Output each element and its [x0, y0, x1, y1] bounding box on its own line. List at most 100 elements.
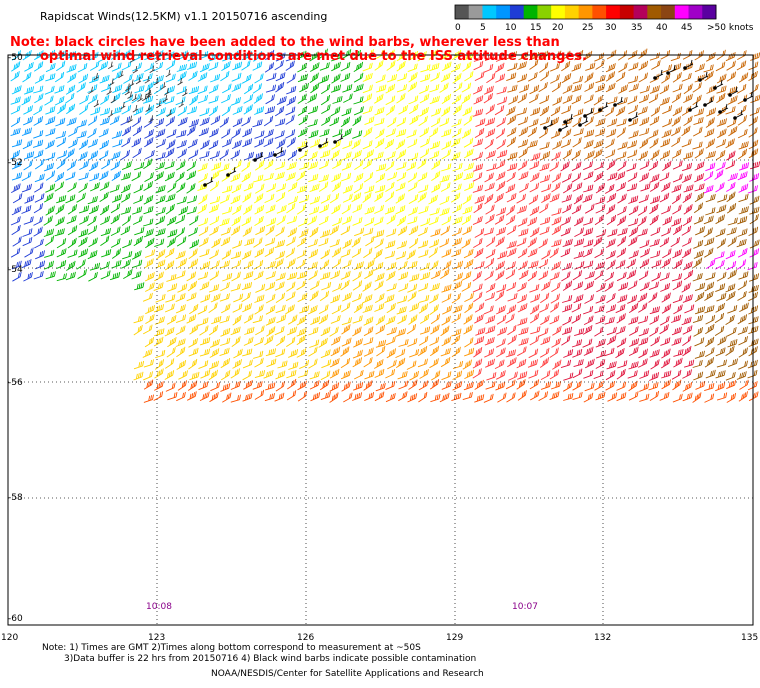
wind-barb — [45, 170, 56, 181]
wind-barb — [45, 116, 56, 126]
wind-barb — [407, 338, 418, 347]
wind-barb — [627, 149, 638, 159]
wind-barb — [175, 270, 186, 279]
wind-barb — [255, 183, 265, 194]
wind-barb — [320, 326, 331, 337]
wind-barb — [288, 349, 299, 358]
wind-barb — [253, 51, 263, 62]
wind-barb — [560, 227, 571, 237]
wind-barb — [737, 171, 748, 181]
wind-barb — [11, 85, 22, 95]
wind-barb — [320, 259, 330, 270]
wind-barb — [530, 293, 541, 303]
wind-barb — [672, 249, 682, 259]
wind-barb — [331, 140, 341, 150]
wind-barb — [385, 315, 396, 325]
wind-barb — [364, 185, 375, 194]
wind-barb — [726, 392, 737, 403]
wind-barb — [166, 129, 177, 139]
wind-barb — [430, 107, 441, 117]
wind-barb — [242, 204, 253, 215]
wind-barb — [364, 149, 374, 160]
wind-barb — [452, 280, 463, 291]
wind-barb — [275, 72, 286, 82]
wind-barb — [188, 258, 199, 269]
wind-barb — [101, 159, 111, 170]
wind-barb — [406, 324, 417, 335]
wind-barb — [385, 105, 396, 116]
wind-barb — [738, 72, 749, 83]
wind-barb — [131, 93, 138, 102]
wind-barb — [11, 139, 23, 148]
wind-barb — [594, 161, 605, 171]
lon-label-129: 129 — [446, 633, 463, 643]
wind-barb — [112, 84, 123, 94]
wind-barb — [374, 368, 385, 378]
wind-barb — [254, 204, 265, 215]
wind-barb — [496, 305, 506, 315]
wind-barb — [738, 193, 749, 203]
wind-barb — [241, 282, 253, 291]
wind-barb — [626, 140, 638, 149]
wind-barb — [384, 250, 396, 259]
wind-barb — [253, 259, 264, 270]
wind-barb — [199, 117, 210, 126]
wind-barb — [684, 304, 695, 314]
wind-barb — [134, 227, 145, 236]
contamination-dot — [253, 158, 257, 162]
wind-barb — [200, 139, 210, 150]
wind-barb — [716, 359, 727, 368]
wind-barb — [593, 139, 604, 149]
wind-barb — [528, 194, 539, 205]
wind-barb — [617, 50, 628, 61]
wind-barb — [154, 238, 165, 248]
wind-barb — [716, 118, 727, 127]
wind-barb — [497, 250, 508, 260]
wind-barb — [737, 280, 748, 291]
wind-barb — [638, 60, 649, 71]
wind-barb — [529, 59, 539, 70]
wind-barb — [107, 61, 114, 70]
wind-barb — [738, 141, 749, 150]
wind-barb — [109, 184, 120, 193]
wind-barb — [747, 381, 758, 391]
wind-barb — [626, 269, 637, 280]
wind-barb — [584, 72, 594, 83]
wind-barb — [506, 171, 516, 183]
wind-barb — [495, 53, 506, 62]
wind-barb — [242, 128, 253, 138]
wind-barb — [296, 50, 307, 60]
wind-barb — [263, 369, 274, 379]
wind-barb — [297, 391, 308, 402]
wind-barb — [705, 207, 716, 216]
wind-barb — [131, 250, 142, 260]
wind-barb — [364, 116, 375, 126]
wind-barb — [617, 236, 627, 247]
wind-barb — [716, 292, 727, 302]
wind-barb — [738, 360, 748, 370]
wind-barb — [153, 77, 159, 86]
wind-barb — [505, 261, 516, 270]
wind-barb — [474, 314, 484, 324]
wind-barb — [441, 336, 452, 347]
wind-barb — [242, 348, 253, 357]
wind-barb — [110, 214, 120, 225]
wind-barb — [398, 271, 409, 281]
wind-barb — [199, 63, 210, 73]
wind-barb — [530, 152, 541, 161]
wind-barb — [539, 226, 550, 236]
wind-barb — [87, 225, 98, 235]
wind-barb — [145, 104, 151, 112]
wind-barb — [110, 49, 121, 60]
wind-barb — [265, 49, 275, 61]
legend-label: >50 knots — [707, 23, 754, 33]
wind-barb — [681, 225, 692, 236]
wind-barb — [736, 238, 747, 248]
wind-barb — [572, 391, 583, 401]
wind-barb — [420, 138, 430, 148]
wind-barb — [671, 92, 682, 103]
wind-barb — [474, 379, 484, 390]
wind-barb — [628, 346, 639, 357]
wind-barb — [749, 84, 759, 95]
wind-barb — [417, 358, 428, 368]
